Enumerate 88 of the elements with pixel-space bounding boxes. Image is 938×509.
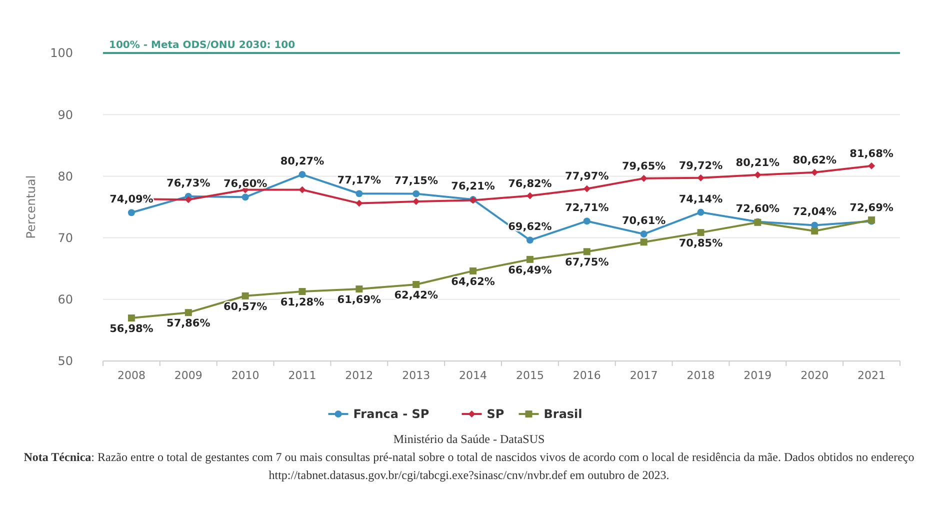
point [811, 168, 818, 176]
y-tick-label: 60 [58, 292, 73, 307]
y-tick-label: 100 [50, 46, 73, 60]
point [526, 236, 534, 244]
x-tick-label: 2013 [402, 369, 430, 382]
x-tick-label: 2021 [858, 369, 886, 382]
y-tick-label: 90 [58, 108, 73, 122]
x-tick-label: 2008 [117, 369, 146, 382]
point [356, 285, 363, 292]
x-tick-label: 2018 [686, 369, 715, 382]
x-tick-label: 2014 [459, 369, 488, 382]
data-label: 56,98% [110, 323, 154, 336]
data-label: 74,14% [678, 193, 724, 206]
point [412, 280, 420, 288]
point [697, 229, 704, 236]
x-tick-label: 2012 [345, 369, 374, 382]
data-label: 81,68% [850, 148, 894, 160]
text: Ministério da Saúde - DataSUS [392, 431, 546, 448]
point [242, 194, 249, 201]
y-tick-label: 50 [58, 354, 73, 368]
point [640, 174, 648, 182]
data-label: 77,97% [565, 170, 610, 183]
point [583, 185, 590, 192]
data-label: 72,04% [792, 206, 837, 218]
data-label: 70,85% [678, 238, 724, 250]
point [640, 238, 648, 246]
data-label: 72,71% [565, 202, 610, 214]
point [128, 314, 135, 322]
point [184, 196, 192, 204]
x-tick-label: 2015 [516, 369, 544, 382]
data-label: 77,17% [337, 174, 382, 187]
data-label: 62,42% [394, 289, 438, 302]
point [356, 190, 363, 198]
data-label: 57,86% [166, 318, 211, 330]
point [470, 267, 477, 274]
point [697, 174, 704, 182]
point [583, 218, 590, 225]
data-label: 76,73% [166, 177, 211, 190]
data-label: 79,65% [622, 160, 666, 172]
point [526, 256, 534, 263]
point [526, 192, 534, 200]
point [298, 186, 306, 194]
point [697, 208, 704, 216]
point [298, 171, 306, 178]
data-label: 76,60% [223, 178, 268, 190]
data-label: 72,60% [736, 202, 780, 215]
ref-line-label: 100% - Meta ODS/ONU 2030: 100 [109, 40, 296, 51]
x-tick-label: 2020 [800, 369, 829, 382]
point [356, 200, 363, 207]
point [184, 309, 192, 316]
data-label: 66,49% [508, 264, 552, 276]
point [640, 230, 648, 238]
point [128, 209, 135, 216]
x-tick-label: 2017 [630, 369, 658, 382]
data-label: 80,21% [736, 156, 780, 169]
x-tick-label: 2010 [231, 369, 260, 382]
x-tick-label: 2019 [744, 369, 772, 382]
text: Nota Técnica: Razão entre o total de gestantes com 7 ou mais consultas pré-natal sobre o total de nascidos vivos de acordo com o local de residência da mãe. Dados obtidos no endereço http://tabnet.datasus.gov.br/cgi/tabcgi.exe?sinasc/cnv/nvbr.def em outubro de 2023. [22, 449, 916, 484]
data-label: 80,62% [792, 154, 837, 166]
point [298, 288, 306, 296]
point [412, 198, 420, 205]
point [412, 190, 420, 198]
x-tick-label: 2009 [174, 369, 202, 382]
point [242, 292, 249, 300]
data-label: 67,75% [565, 256, 610, 269]
y-tick-label: 80 [58, 169, 73, 184]
y-axis-title: Percentual [24, 175, 38, 239]
data-label: 80,27% [280, 156, 325, 168]
data-label: 61,69% [337, 294, 382, 306]
y-tick-label: 70 [58, 231, 73, 245]
data-label: 76,21% [451, 180, 496, 193]
point [583, 248, 590, 256]
data-label: 72,69% [850, 202, 894, 214]
data-label: 76,82% [508, 178, 552, 190]
legend-label: SP [486, 407, 504, 422]
legend-label: Brasil [544, 407, 582, 422]
data-label: 60,57% [223, 300, 268, 313]
legend-label: Franca - SP [353, 407, 430, 422]
data-label: 64,62% [451, 276, 496, 288]
point [868, 162, 876, 170]
x-tick-label: 2011 [288, 369, 316, 382]
x-tick-label: 2016 [572, 369, 601, 382]
point [811, 228, 818, 235]
data-label: 79,72% [678, 160, 724, 172]
data-label: 61,28% [280, 296, 325, 309]
point [754, 171, 762, 178]
data-label: 77,15% [394, 174, 438, 187]
data-label: 70,61% [622, 215, 666, 228]
